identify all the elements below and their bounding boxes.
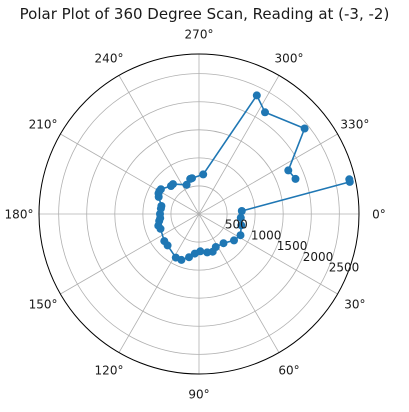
radial-tick-label-500: 500 xyxy=(225,218,248,232)
angular-gridline-210 xyxy=(60,133,200,215)
theta-tick-labels: 0° 30° 60° 90° 120° 150° 180° 210° 240° 270° 300° 3… xyxy=(5,28,386,402)
radial-tick-label-1500: 1500 xyxy=(277,239,308,253)
angular-gridline-120 xyxy=(118,213,200,353)
polar-grid xyxy=(38,53,360,375)
data-point xyxy=(219,239,228,248)
data-point xyxy=(199,170,208,179)
theta-tick-label-270: 270° xyxy=(185,28,214,42)
data-point xyxy=(190,249,199,258)
data-point xyxy=(300,124,309,133)
data-point xyxy=(237,207,246,215)
data-point xyxy=(156,185,165,194)
theta-tick-label-330: 330° xyxy=(340,118,369,132)
theta-tick-label-90: 90° xyxy=(188,388,209,402)
theta-tick-label-120: 120° xyxy=(95,363,124,377)
data-point xyxy=(236,231,245,240)
radial-tick-label-2000: 2000 xyxy=(303,250,334,264)
data-point xyxy=(230,236,238,245)
data-point xyxy=(169,180,177,189)
data-point xyxy=(185,253,193,262)
theta-tick-label-30: 30° xyxy=(344,298,365,312)
theta-tick-label-60: 60° xyxy=(278,363,299,377)
radial-tick-label-1000: 1000 xyxy=(251,229,282,243)
data-point xyxy=(284,166,293,175)
angular-gridline-330 xyxy=(198,133,338,215)
data-point xyxy=(157,202,166,210)
theta-tick-label-150: 150° xyxy=(29,298,58,312)
angular-gridline-60 xyxy=(198,213,280,353)
data-point xyxy=(188,174,196,183)
angular-gridline-240 xyxy=(118,75,200,215)
radial-tick-label-2500: 2500 xyxy=(329,261,360,275)
data-series xyxy=(154,91,354,264)
polar-frame xyxy=(38,53,360,375)
data-point xyxy=(237,221,246,230)
theta-tick-label-180: 180° xyxy=(5,208,34,222)
theta-tick-label-300: 300° xyxy=(275,52,304,66)
data-point xyxy=(236,213,245,222)
angular-gridline-150 xyxy=(60,213,200,295)
theta-tick-label-210: 210° xyxy=(29,118,58,132)
data-point xyxy=(345,177,354,186)
data-point xyxy=(182,180,191,189)
angular-gridline-30 xyxy=(198,213,338,295)
chart-title: Polar Plot of 360 Degree Scan, Reading a… xyxy=(20,5,390,23)
data-point xyxy=(171,253,180,262)
theta-tick-label-240: 240° xyxy=(95,52,124,66)
data-point xyxy=(291,174,300,183)
angular-gridline-300 xyxy=(198,75,280,215)
data-point xyxy=(261,108,269,117)
data-point xyxy=(203,248,212,257)
data-point xyxy=(252,91,261,100)
data-point xyxy=(160,237,169,246)
theta-tick-label-0: 0° xyxy=(372,208,386,222)
